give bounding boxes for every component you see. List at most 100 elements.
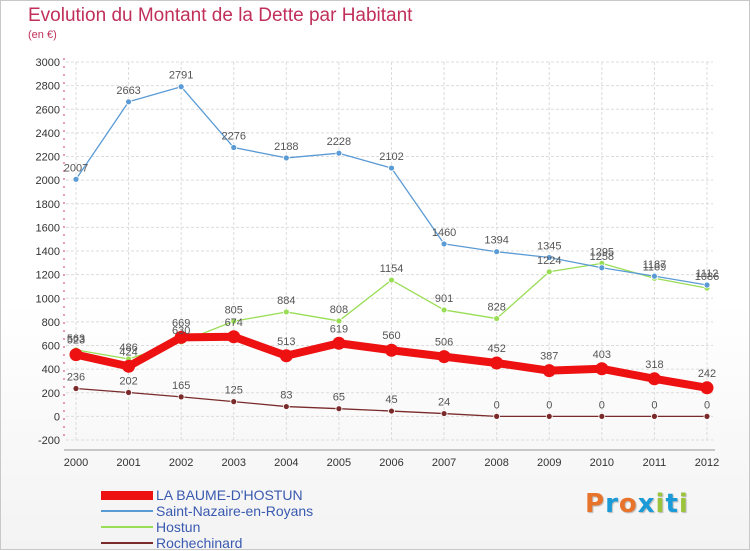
data-point bbox=[227, 330, 241, 344]
data-point bbox=[440, 410, 448, 417]
data-label: 669 bbox=[172, 317, 190, 329]
x-tick-label: 2011 bbox=[643, 457, 667, 469]
data-label: 0 bbox=[546, 399, 552, 411]
series bbox=[69, 83, 714, 420]
data-point bbox=[282, 403, 290, 410]
logo-letter: x bbox=[637, 489, 656, 519]
chart-title: Evolution du Montant de la Dette par Hab… bbox=[28, 5, 413, 26]
data-label: 1460 bbox=[432, 227, 456, 239]
data-label: 513 bbox=[277, 336, 295, 348]
y-tick-label: 600 bbox=[42, 341, 60, 353]
data-point bbox=[437, 350, 451, 364]
data-point bbox=[545, 412, 553, 420]
data-label: 1169 bbox=[643, 261, 667, 273]
data-point bbox=[545, 254, 553, 261]
y-tick-label: 2800 bbox=[36, 81, 60, 93]
data-label: 1394 bbox=[484, 235, 508, 247]
y-tick-label: 3000 bbox=[36, 57, 60, 69]
data-label: 2276 bbox=[222, 131, 246, 143]
data-point bbox=[230, 144, 238, 151]
data-label: 630 bbox=[172, 325, 190, 337]
data-label: 1295 bbox=[590, 246, 614, 258]
x-tick-label: 2010 bbox=[590, 457, 614, 469]
x-tick-label: 2000 bbox=[64, 457, 88, 469]
data-point bbox=[125, 98, 132, 106]
data-label: 1086 bbox=[695, 271, 719, 283]
data-label: 506 bbox=[435, 337, 453, 349]
data-label: 2228 bbox=[327, 136, 351, 148]
data-label: 1112 bbox=[696, 268, 719, 280]
data-label: 884 bbox=[277, 295, 295, 307]
y-tick-label: 1600 bbox=[36, 222, 60, 234]
data-point bbox=[385, 343, 398, 357]
data-label: 2791 bbox=[169, 70, 193, 82]
y-tick-label: 200 bbox=[42, 388, 60, 400]
data-point bbox=[542, 364, 556, 378]
data-point bbox=[335, 405, 343, 413]
data-point bbox=[651, 412, 658, 420]
data-label: 828 bbox=[487, 302, 505, 314]
data-point bbox=[703, 281, 711, 289]
data-label: 1345 bbox=[537, 240, 561, 252]
data-point bbox=[651, 272, 658, 280]
data-point bbox=[493, 315, 501, 322]
data-label: 424 bbox=[119, 346, 137, 358]
data-point bbox=[493, 248, 501, 256]
logo-letter: o bbox=[618, 489, 638, 519]
y-tick-label: 800 bbox=[42, 317, 60, 329]
data-label: 674 bbox=[225, 317, 243, 329]
data-label: 236 bbox=[67, 371, 85, 383]
y-tick-label: 400 bbox=[42, 364, 60, 376]
y-tick-label: 2200 bbox=[36, 152, 60, 164]
data-label: 45 bbox=[385, 394, 397, 406]
x-tick-label: 2008 bbox=[484, 457, 508, 469]
data-label: 165 bbox=[172, 380, 190, 392]
data-point bbox=[598, 264, 606, 272]
data-label: 563 bbox=[67, 333, 85, 345]
legend-label: LA BAUME-D'HOSTUN bbox=[156, 487, 303, 503]
data-label: 318 bbox=[645, 359, 663, 371]
data-point bbox=[72, 175, 80, 183]
axes: -200020040060080010001200140016001800200… bbox=[36, 57, 720, 469]
data-label: 2102 bbox=[379, 151, 403, 163]
legend-label: Rochechinard bbox=[156, 535, 243, 551]
x-tick-label: 2006 bbox=[379, 457, 403, 469]
data-label: 0 bbox=[599, 399, 605, 411]
x-tick-label: 2003 bbox=[222, 457, 246, 469]
data-point bbox=[700, 381, 714, 395]
y-tick-label: 1400 bbox=[36, 246, 60, 258]
y-tick-label: -200 bbox=[38, 435, 60, 447]
data-point bbox=[230, 398, 238, 406]
x-tick-label: 2004 bbox=[274, 457, 298, 469]
x-tick-label: 2001 bbox=[116, 457, 140, 469]
x-tick-label: 2002 bbox=[169, 457, 193, 469]
data-label: 1187 bbox=[643, 259, 667, 271]
chart-subtitle: (en €) bbox=[28, 29, 57, 41]
legend-swatch bbox=[101, 510, 153, 512]
legend-swatch bbox=[101, 491, 153, 500]
data-point bbox=[279, 349, 293, 363]
data-label: 805 bbox=[225, 304, 243, 316]
data-label: 619 bbox=[330, 323, 348, 335]
data-label: 486 bbox=[119, 342, 137, 354]
data-label: 0 bbox=[704, 399, 710, 411]
data-label: 403 bbox=[593, 349, 611, 361]
data-point bbox=[72, 385, 80, 392]
data-label: 202 bbox=[119, 376, 137, 388]
data-point bbox=[282, 154, 290, 162]
data-point bbox=[388, 407, 395, 415]
data-label: 1154 bbox=[380, 263, 404, 275]
data-label: 387 bbox=[540, 351, 558, 363]
data-point bbox=[230, 317, 238, 325]
data-point bbox=[122, 359, 136, 373]
data-point bbox=[388, 276, 395, 284]
logo-letter: r bbox=[605, 489, 619, 519]
legend-swatch bbox=[101, 526, 153, 528]
proxiti-logo: Proxiti bbox=[585, 489, 689, 519]
data-point bbox=[388, 164, 395, 172]
data-label: 83 bbox=[280, 390, 292, 402]
data-point bbox=[335, 149, 343, 157]
data-point bbox=[647, 372, 661, 386]
